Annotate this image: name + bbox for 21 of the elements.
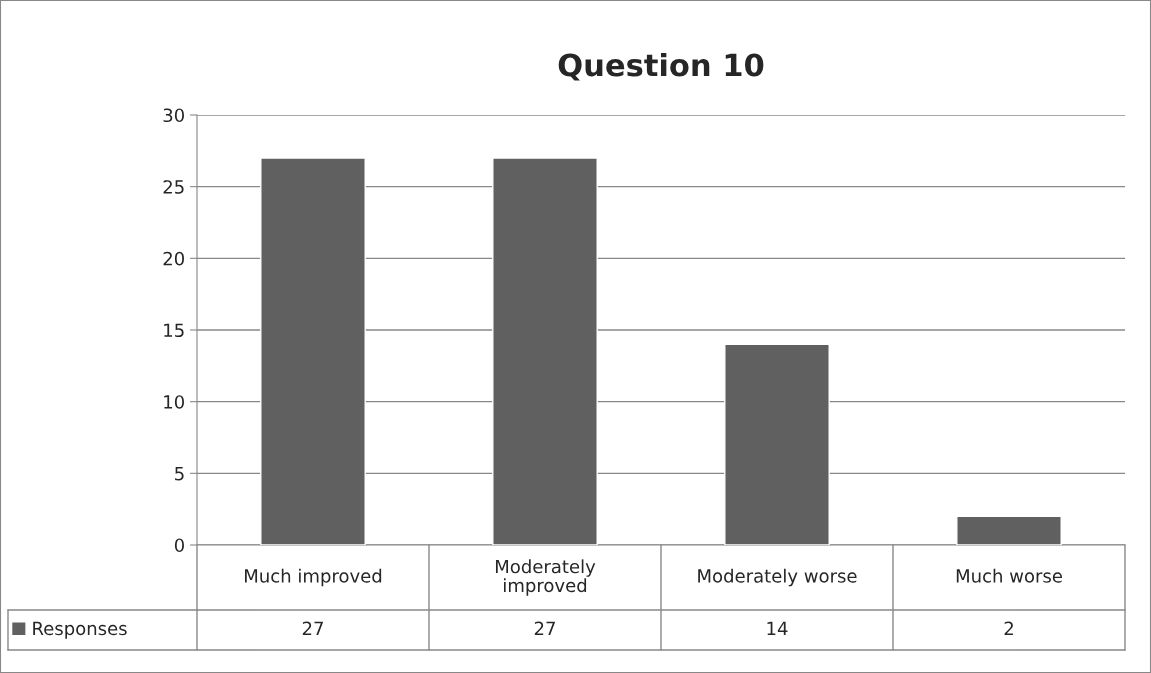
y-tick-label: 15: [164, 323, 184, 338]
y-tick-label: 30: [163, 108, 184, 123]
y-tick-label: 0: [174, 538, 184, 553]
bar: [956, 515, 1062, 545]
bar: [724, 343, 830, 545]
chart-title: Question 10: [558, 52, 764, 81]
x-tick-label: Much improved: [245, 568, 382, 587]
data-label: 27: [302, 621, 323, 635]
x-tick-label: Moderately improved: [495, 559, 596, 596]
x-tick-label: Much worse: [956, 568, 1062, 583]
legend-label: Responses: [33, 621, 127, 639]
bar: [260, 157, 366, 545]
data-label: 27: [534, 621, 555, 635]
y-tick-label: 25: [163, 180, 184, 194]
x-tick-label: Moderately worse: [698, 568, 857, 587]
y-tick-label: 5: [175, 467, 184, 481]
data-label: 14: [767, 621, 788, 635]
y-tick-label: 10: [164, 395, 184, 409]
y-tick-label: 20: [163, 251, 184, 266]
bar: [492, 157, 598, 545]
data-label: 2: [1004, 621, 1013, 635]
